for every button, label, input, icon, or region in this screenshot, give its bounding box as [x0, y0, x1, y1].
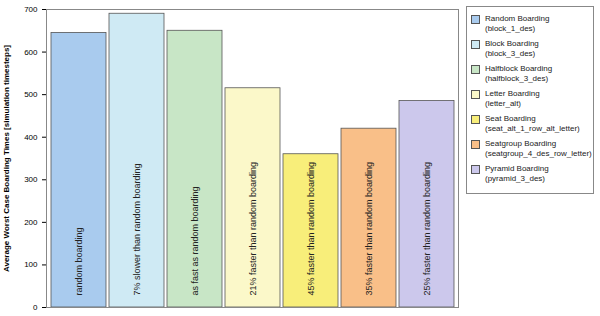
html-text:Pyramid Boarding: Pyramid Boarding: [485, 164, 549, 173]
svg-text:Average Worst Case Boarding Ti: Average Worst Case Boarding Times [simul…: [2, 45, 11, 272]
html-text:(seat_alt_1_row_alt_letter): (seat_alt_1_row_alt_letter): [485, 124, 580, 133]
html-text:Seatgroup Boarding: Seatgroup Boarding: [485, 139, 557, 148]
svg-text:200: 200: [24, 218, 38, 227]
svg-text:400: 400: [24, 133, 38, 142]
svg-text:as fast as random boarding: as fast as random boarding: [190, 186, 200, 295]
svg-text:35% faster than random boardin: 35% faster than random boarding: [364, 162, 374, 296]
html-text:(seatgroup_4_des_row_letter): (seatgroup_4_des_row_letter): [485, 149, 592, 158]
html-text:(block_1_des): (block_1_des): [485, 24, 536, 33]
svg-text:500: 500: [24, 90, 38, 99]
html-text:Block Boarding: Block Boarding: [485, 39, 539, 48]
html-text:(letter_alt): (letter_alt): [485, 99, 521, 108]
html-text:Random Boarding: Random Boarding: [485, 14, 550, 23]
html-text:(block_3_des): (block_3_des): [485, 49, 536, 58]
svg-text:600: 600: [24, 48, 38, 57]
svg-text:0: 0: [33, 303, 38, 312]
html-text:Halfblock Boarding: Halfblock Boarding: [485, 64, 553, 73]
html-text:(pyramid_3_des): (pyramid_3_des): [485, 174, 545, 183]
svg-text:300: 300: [24, 175, 38, 184]
html-text:Seat Boarding: Seat Boarding: [485, 114, 536, 123]
svg-text:7% slower than random boarding: 7% slower than random boarding: [132, 163, 142, 295]
svg-text:700: 700: [24, 5, 38, 14]
svg-text:random boarding: random boarding: [74, 227, 84, 295]
html-text:Letter Boarding: Letter Boarding: [485, 89, 540, 98]
svg-text:45% faster than random boardin: 45% faster than random boarding: [306, 162, 316, 296]
svg-text:100: 100: [24, 260, 38, 269]
html-text:(halfblock_3_des): (halfblock_3_des): [485, 74, 549, 83]
svg-text:25% faster than random boardin: 25% faster than random boarding: [422, 162, 432, 296]
svg-text:21% faster than random boardin: 21% faster than random boarding: [248, 162, 258, 296]
